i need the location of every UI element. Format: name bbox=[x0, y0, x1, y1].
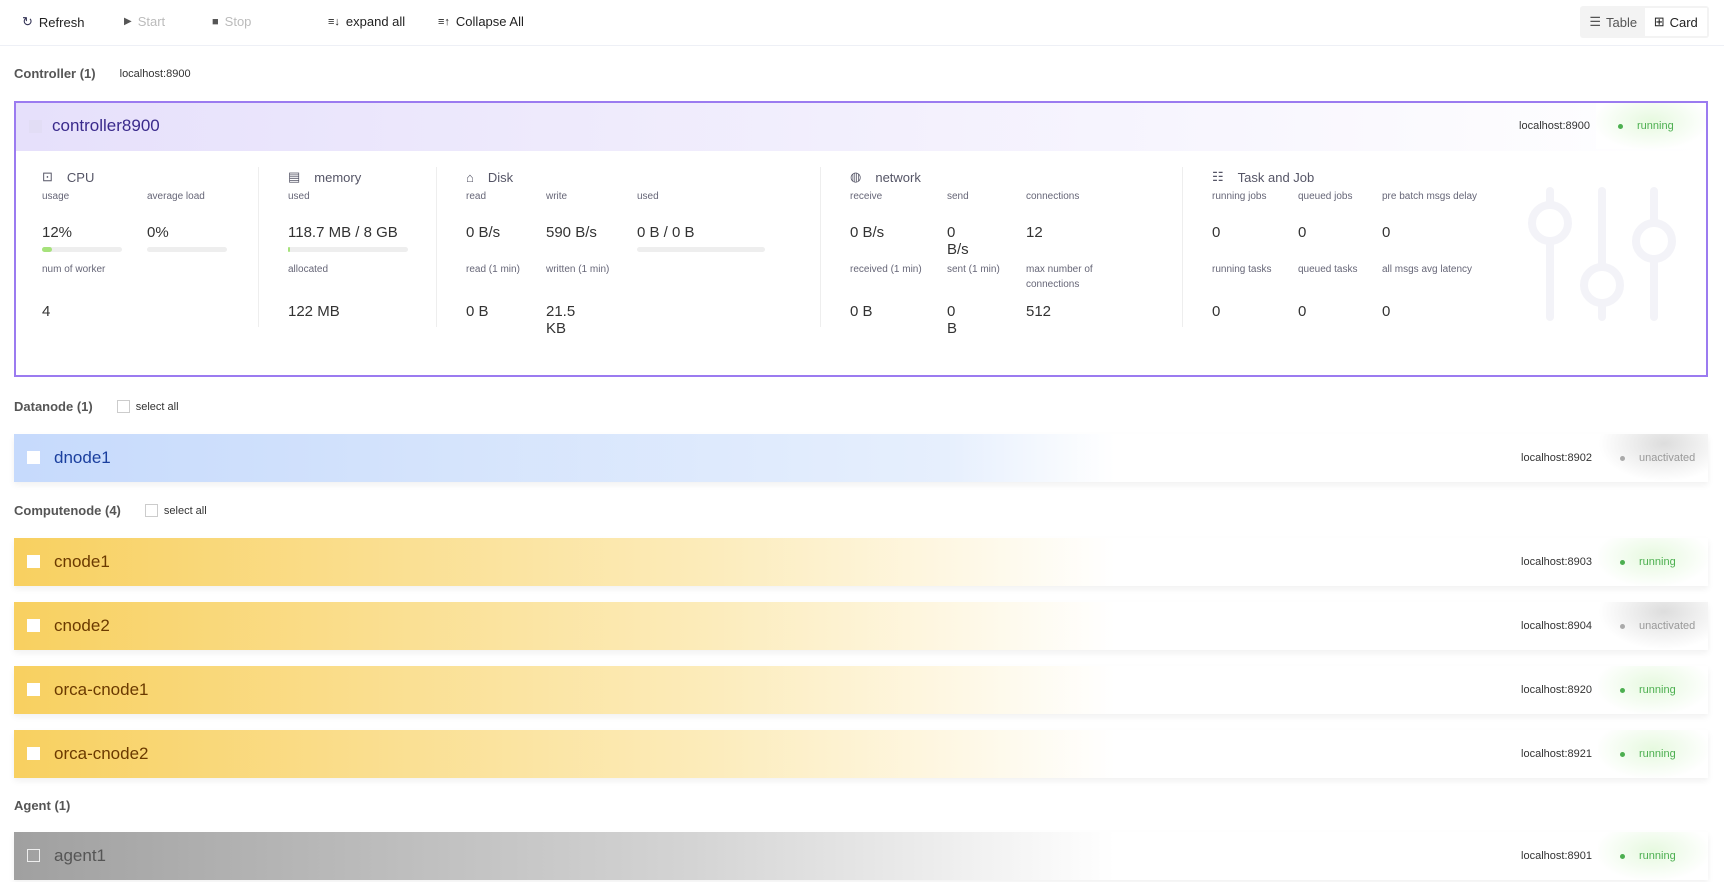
node-checkbox[interactable] bbox=[27, 451, 40, 464]
status-badge: running bbox=[1598, 832, 1708, 880]
node-card[interactable]: dnode1 localhost:8902 unactivated bbox=[14, 434, 1708, 482]
node-checkbox[interactable] bbox=[27, 555, 40, 568]
datanode-select-all[interactable]: select all bbox=[116, 400, 179, 413]
node-host: localhost:8903 bbox=[1521, 556, 1592, 568]
disk-icon: ⌂ bbox=[466, 169, 474, 185]
status-badge: unactivated bbox=[1598, 602, 1708, 650]
refresh-icon: ↻ bbox=[22, 14, 33, 29]
node-host: localhost:8921 bbox=[1521, 748, 1592, 760]
node-card[interactable]: orca-cnode2 localhost:8921 running bbox=[14, 730, 1708, 778]
node-host: localhost:8900 bbox=[1519, 120, 1590, 132]
start-button[interactable]: ▶ Start bbox=[124, 14, 166, 29]
refresh-button[interactable]: ↻ Refresh bbox=[22, 14, 85, 30]
computenode-section-header: Computenode (4) select all bbox=[14, 503, 207, 518]
memory-used-bar bbox=[288, 247, 408, 252]
memory-panel: ▤ memory used 118.7 MB / 8 GB allocated 1… bbox=[288, 167, 408, 320]
agent-section-header: Agent (1) bbox=[14, 798, 71, 813]
node-card[interactable]: cnode1 localhost:8903 running bbox=[14, 538, 1708, 586]
controller-section-header: Controller (1) localhost:8900 bbox=[14, 66, 191, 81]
view-toggle: ☰ Table ⊞ Card bbox=[1580, 6, 1709, 38]
node-name: cnode1 bbox=[54, 552, 110, 571]
node-card[interactable]: agent1 localhost:8901 running bbox=[14, 832, 1708, 880]
stop-icon: ■ bbox=[212, 15, 219, 28]
task-job-panel: ☷ Task and Job running jobs queued jobs p… bbox=[1212, 169, 1478, 320]
node-card[interactable]: cnode2 localhost:8904 unactivated bbox=[14, 602, 1708, 650]
node-host: localhost:8904 bbox=[1521, 620, 1592, 632]
cpu-panel: ⊡ CPU usage average load 12% 0% num of wo… bbox=[42, 167, 227, 320]
memory-icon: ▤ bbox=[288, 169, 301, 184]
play-icon: ▶ bbox=[124, 16, 132, 27]
expand-icon: ≡↓ bbox=[328, 15, 340, 28]
datanode-section-header: Datanode (1) select all bbox=[14, 399, 179, 414]
node-name: orca-cnode1 bbox=[54, 680, 149, 699]
node-checkbox[interactable] bbox=[27, 747, 40, 760]
controller-card-header: controller8900 localhost:8900 running bbox=[16, 103, 1706, 151]
node-name: controller8900 bbox=[52, 116, 160, 135]
status-badge: running bbox=[1598, 730, 1708, 778]
node-host: localhost:8920 bbox=[1521, 684, 1592, 696]
controller-checkbox[interactable] bbox=[29, 120, 42, 133]
node-checkbox[interactable] bbox=[27, 683, 40, 696]
network-panel: ◍ network receive send connections 0 B/s … bbox=[850, 169, 1093, 337]
computenode-select-all[interactable]: select all bbox=[144, 504, 207, 517]
node-host: localhost:8901 bbox=[1521, 850, 1592, 862]
node-name: agent1 bbox=[54, 846, 106, 865]
node-name: dnode1 bbox=[54, 448, 111, 467]
task-list-icon: ☷ bbox=[1212, 169, 1224, 184]
status-badge: unactivated bbox=[1598, 434, 1708, 482]
grid-icon: ⊞ bbox=[1653, 14, 1665, 29]
stop-button[interactable]: ■ Stop bbox=[212, 14, 252, 29]
node-host: localhost:8902 bbox=[1521, 452, 1592, 464]
list-icon: ☰ bbox=[1589, 14, 1602, 29]
toolbar: ↻ Refresh ▶ Start ■ Stop ≡↓ expand all ≡↑ Col… bbox=[0, 0, 1724, 46]
status-badge: running bbox=[1596, 103, 1706, 149]
tab-card[interactable]: ⊞ Card bbox=[1644, 8, 1707, 36]
cpu-usage-bar bbox=[42, 247, 122, 252]
tab-table[interactable]: ☰ Table bbox=[1589, 14, 1638, 30]
status-badge: running bbox=[1598, 666, 1708, 714]
node-name: cnode2 bbox=[54, 616, 110, 635]
cpu-load-bar bbox=[147, 247, 227, 252]
status-badge: running bbox=[1598, 538, 1708, 586]
node-checkbox[interactable] bbox=[27, 849, 40, 862]
controller-card[interactable]: controller8900 localhost:8900 running ⊡ C… bbox=[14, 101, 1708, 377]
cpu-icon: ⊡ bbox=[42, 169, 53, 184]
disk-used-bar bbox=[637, 247, 765, 252]
globe-icon: ◍ bbox=[850, 169, 862, 184]
sliders-icon bbox=[1528, 187, 1676, 321]
node-name: orca-cnode2 bbox=[54, 744, 149, 763]
node-card[interactable]: orca-cnode1 localhost:8920 running bbox=[14, 666, 1708, 714]
expand-all-button[interactable]: ≡↓ expand all bbox=[328, 14, 406, 29]
collapse-icon: ≡↑ bbox=[438, 15, 450, 28]
collapse-all-button[interactable]: ≡↑ Collapse All bbox=[438, 14, 524, 29]
node-checkbox[interactable] bbox=[27, 619, 40, 632]
disk-panel: ⌂ Disk read write used 0 B/s 590 B/s 0 B … bbox=[466, 167, 765, 337]
